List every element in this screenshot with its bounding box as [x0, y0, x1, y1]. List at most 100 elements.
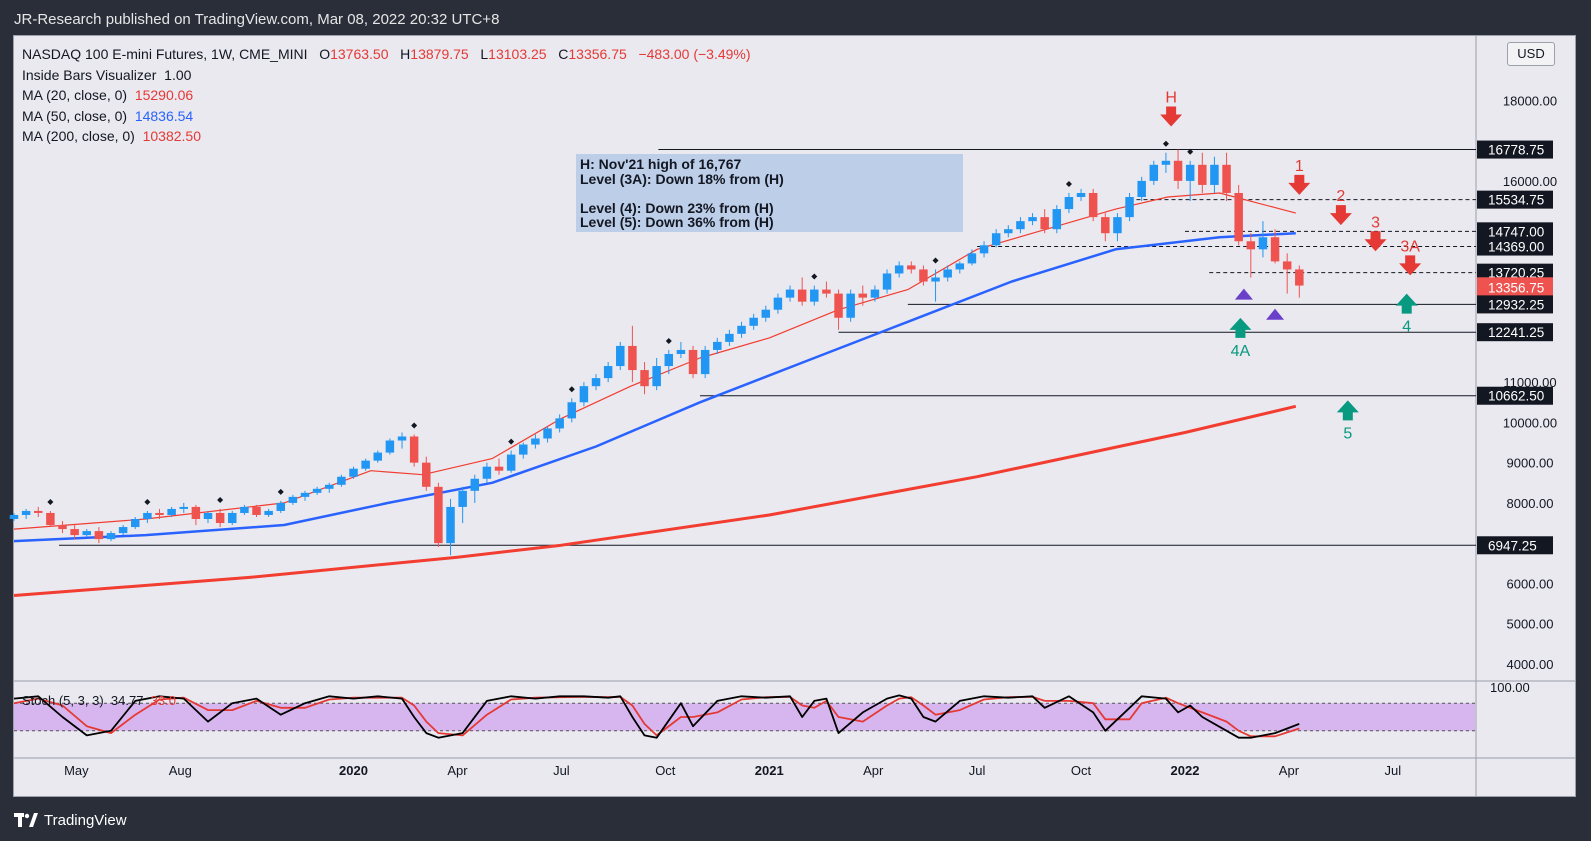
candle-body — [1234, 192, 1243, 242]
candle-body — [1270, 237, 1280, 262]
candle-body — [749, 317, 758, 326]
up-arrow-icon — [1229, 317, 1252, 338]
price-tag — [1477, 237, 1553, 256]
indicator-value: 15290.06 — [134, 87, 194, 103]
x-tick-label: Jul — [1385, 763, 1402, 778]
annotation-line: Level (3A): Down 18% from (H) — [580, 170, 784, 187]
price-tag-label: 14747.00 — [1488, 224, 1544, 239]
currency-button[interactable]: USD — [1507, 42, 1555, 66]
candle-body — [640, 370, 649, 387]
candle-body — [1222, 164, 1231, 193]
candle-body — [70, 529, 79, 536]
arrow-label: 3A — [1400, 238, 1420, 255]
inside-bar-marker — [1187, 148, 1194, 155]
candle-body — [422, 462, 431, 487]
arrow-label: 3 — [1371, 214, 1380, 231]
up-arrow-icon — [1395, 293, 1418, 314]
price-tag-label: 12932.25 — [1488, 297, 1544, 312]
candle-body — [543, 428, 552, 439]
stoch-band — [14, 703, 1475, 731]
candle-body — [191, 506, 201, 519]
candle-body — [264, 510, 273, 515]
inside-bar-marker — [277, 488, 284, 495]
arrow-label: 5 — [1343, 425, 1352, 442]
current-price-label: 13356.75 — [1488, 280, 1544, 295]
down-arrow-icon — [1160, 106, 1183, 127]
indicator-name: MA (200, close, 0) — [22, 128, 135, 144]
price-tag-label: 12241.25 — [1488, 325, 1544, 340]
candle-body — [58, 525, 67, 530]
indicator-name: Inside Bars Visualizer — [22, 66, 157, 83]
candle-body — [1246, 241, 1256, 250]
candle-body — [894, 265, 904, 274]
candle-body — [1149, 164, 1159, 181]
price-tag-label: 6947.25 — [1488, 538, 1537, 553]
x-tick-label: May — [64, 763, 89, 778]
chart-legend: NASDAQ 100 E-mini Futures, 1W, CME_MINI … — [22, 44, 751, 147]
ma20-line — [13, 192, 1296, 530]
candle-body — [252, 506, 261, 515]
y-tick-label: 16000.00 — [1503, 174, 1557, 189]
x-tick-label: 2022 — [1171, 763, 1200, 778]
indicator-row[interactable]: MA (20, close, 0) 15290.06 — [22, 85, 751, 106]
stoch-k-line — [13, 694, 1300, 739]
candle-body — [1137, 180, 1146, 197]
candle-body — [94, 531, 104, 540]
candle-body — [761, 309, 771, 318]
high-value: 13879.75 — [410, 46, 469, 62]
down-arrow-icon — [1364, 231, 1387, 252]
indicator-row[interactable]: Inside Bars Visualizer 1.00 — [22, 65, 751, 86]
indicator-row[interactable]: MA (200, close, 0) 10382.50 — [22, 126, 751, 147]
candle-body — [1113, 217, 1122, 234]
y-tick-label: 11000.00 — [1503, 375, 1556, 390]
candle-body — [737, 325, 746, 334]
candle-body — [1004, 229, 1013, 234]
open-value: 13763.50 — [330, 46, 389, 62]
indicator-row[interactable]: MA (50, close, 0) 14836.54 — [22, 106, 751, 127]
indicator-value: 1.00 — [164, 66, 192, 83]
inside-bar-marker — [217, 496, 224, 503]
y-tick-label: 9000.00 — [1507, 456, 1554, 471]
publisher-text: JR-Research published on TradingView.com… — [14, 11, 500, 28]
candle-body — [106, 533, 116, 540]
candle-body — [215, 512, 225, 524]
candle-body — [591, 378, 601, 387]
price-tag-label: 16778.75 — [1488, 143, 1544, 158]
inside-bar-marker — [144, 498, 151, 505]
footer: TradingView — [14, 806, 127, 834]
candle-body — [337, 476, 346, 485]
candle-body — [616, 345, 625, 367]
candle-body — [822, 289, 831, 294]
price-tag — [1477, 536, 1553, 555]
candle-body — [567, 402, 577, 419]
price-tag — [1477, 190, 1553, 209]
footer-brand[interactable]: TradingView — [44, 811, 127, 829]
candle-body — [1173, 160, 1183, 181]
candle-body — [834, 293, 843, 318]
tradingview-logo-icon[interactable] — [14, 813, 38, 827]
candle-body — [858, 293, 868, 298]
candle-body — [276, 502, 286, 511]
inside-bar-marker — [508, 438, 515, 445]
arrow-label: 2 — [1336, 188, 1345, 205]
candle-body — [46, 512, 55, 526]
x-tick-label: 2020 — [339, 763, 368, 778]
candle-body — [882, 273, 892, 290]
y-tick-label: 6000.00 — [1507, 576, 1554, 591]
x-tick-label: Oct — [1071, 763, 1092, 778]
candle-body — [555, 418, 564, 429]
candle-body — [1198, 164, 1207, 185]
arrow-label: 4A — [1231, 343, 1251, 360]
candle-body — [1185, 164, 1195, 181]
change-value: −483.00 (−3.49%) — [638, 46, 751, 62]
price-tag-label: 14369.00 — [1488, 240, 1544, 255]
ma50-line — [13, 231, 1296, 543]
indicator-name: MA (20, close, 0) — [22, 87, 128, 103]
inside-bar-marker — [411, 422, 418, 429]
candle-body — [979, 245, 989, 254]
candle-body — [991, 233, 1001, 246]
inside-bar-marker — [665, 337, 672, 344]
candle-body — [1040, 217, 1049, 230]
indicator-value: 14836.54 — [134, 107, 194, 124]
